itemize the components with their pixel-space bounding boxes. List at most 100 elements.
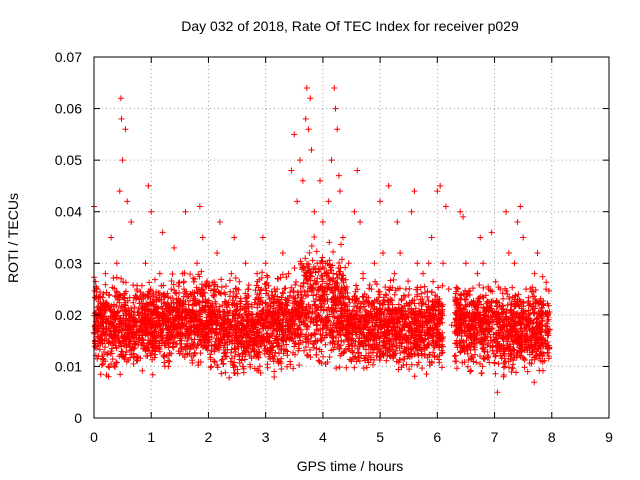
data-point	[95, 353, 102, 360]
data-point	[191, 314, 198, 321]
data-point	[165, 357, 172, 364]
data-point	[406, 366, 413, 373]
data-point	[303, 352, 310, 359]
data-point	[494, 348, 501, 355]
data-point	[104, 351, 111, 358]
data-point	[124, 297, 131, 304]
data-point	[419, 365, 426, 372]
data-point	[131, 341, 138, 348]
data-point	[400, 292, 407, 299]
data-point	[457, 302, 464, 309]
data-point	[426, 362, 433, 369]
data-point	[392, 306, 399, 313]
data-point	[281, 311, 288, 318]
data-point	[242, 295, 249, 302]
data-point	[280, 345, 287, 352]
data-point	[395, 301, 402, 308]
data-point	[313, 321, 320, 328]
data-point	[365, 359, 372, 366]
data-point	[171, 287, 178, 294]
data-point	[269, 344, 276, 351]
data-point	[343, 331, 350, 338]
data-point	[207, 351, 214, 358]
data-point	[468, 367, 475, 374]
data-point	[314, 260, 321, 267]
data-point	[274, 356, 281, 363]
data-point	[187, 343, 194, 350]
data-point	[507, 343, 514, 350]
data-point	[157, 331, 164, 338]
data-point	[519, 346, 526, 353]
data-point	[412, 326, 419, 333]
data-point	[420, 338, 427, 345]
data-point	[304, 276, 311, 283]
data-point	[476, 281, 483, 288]
data-point	[417, 337, 424, 344]
data-point	[433, 299, 440, 306]
data-point	[111, 334, 118, 341]
data-point	[338, 256, 345, 263]
data-point	[190, 278, 197, 285]
data-point	[445, 286, 452, 293]
data-point	[145, 320, 152, 327]
data-point	[276, 311, 283, 318]
data-point	[226, 374, 233, 381]
data-point	[303, 269, 310, 276]
data-point	[433, 329, 440, 336]
data-point	[119, 317, 126, 324]
data-point	[513, 369, 520, 376]
data-point	[220, 308, 227, 315]
data-point	[105, 363, 112, 370]
data-point	[176, 289, 183, 296]
data-point	[168, 328, 175, 335]
data-point	[189, 340, 196, 347]
data-point	[151, 301, 158, 308]
data-point	[258, 311, 265, 318]
data-point	[272, 349, 279, 356]
data-point	[357, 318, 364, 325]
data-point	[118, 343, 125, 350]
data-point	[453, 365, 460, 372]
data-point	[156, 348, 163, 355]
data-point	[113, 274, 120, 281]
data-point	[349, 296, 356, 303]
data-point	[159, 229, 166, 236]
data-point	[102, 281, 109, 288]
data-point	[495, 360, 502, 367]
data-point	[357, 219, 364, 226]
data-point	[156, 270, 163, 277]
data-point	[203, 345, 210, 352]
data-point	[148, 321, 155, 328]
data-point	[129, 334, 136, 341]
data-point	[317, 303, 324, 310]
data-point	[98, 336, 105, 343]
data-point	[338, 314, 345, 321]
data-point	[512, 322, 519, 329]
data-point	[191, 322, 198, 329]
data-point	[100, 323, 107, 330]
data-point	[330, 248, 337, 255]
data-point	[349, 319, 356, 326]
data-point	[146, 279, 153, 286]
data-point	[166, 358, 173, 365]
data-point	[319, 278, 326, 285]
data-point	[479, 321, 486, 328]
data-point	[369, 361, 376, 368]
data-point	[545, 342, 552, 349]
data-point	[436, 344, 443, 351]
data-point	[159, 337, 166, 344]
data-point	[464, 350, 471, 357]
data-point	[541, 357, 548, 364]
data-point	[133, 319, 140, 326]
data-point	[195, 309, 202, 316]
data-point	[323, 319, 330, 326]
data-point	[518, 336, 525, 343]
data-point	[199, 293, 206, 300]
data-point	[437, 332, 444, 339]
data-point	[136, 311, 143, 318]
data-point	[323, 280, 330, 287]
data-point	[118, 275, 125, 282]
data-point	[300, 279, 307, 286]
data-point	[108, 350, 115, 357]
data-point	[512, 292, 519, 299]
